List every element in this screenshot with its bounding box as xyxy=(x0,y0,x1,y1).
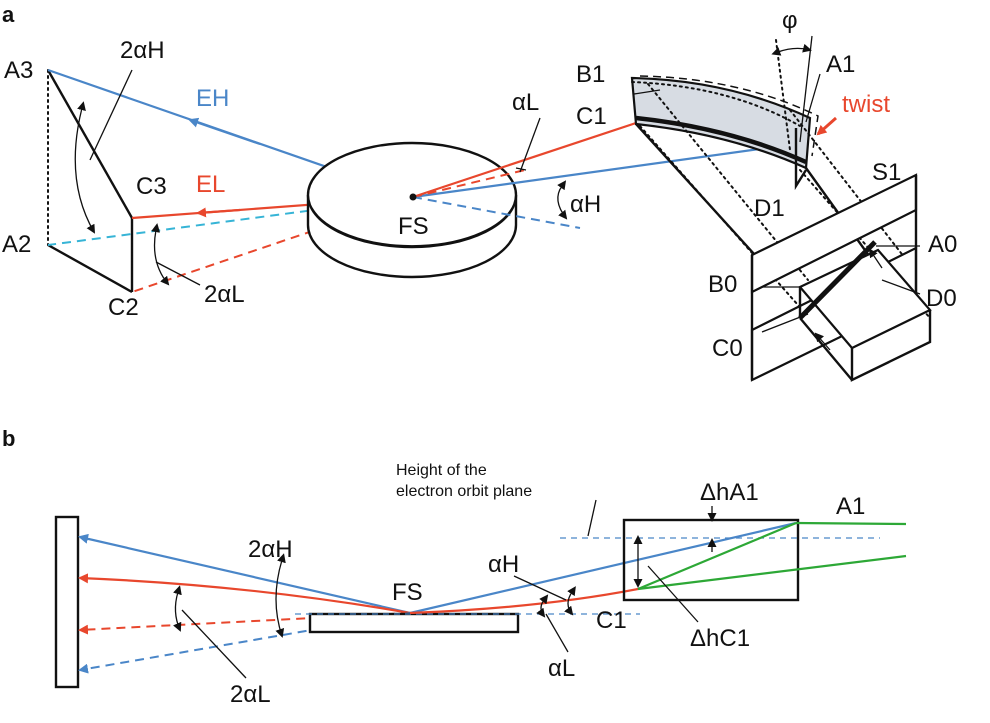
orbit-green-1 xyxy=(637,521,797,591)
beam-b-high xyxy=(78,533,411,615)
label-b-dh-c1: ΔhC1 xyxy=(690,625,750,652)
beam-el-arrow xyxy=(196,207,241,218)
label-b-c1: C1 xyxy=(596,607,627,634)
label-s1: S1 xyxy=(872,159,901,186)
label-b-fs: FS xyxy=(392,579,423,606)
panel-a: a xyxy=(2,2,957,382)
label-c0: C0 xyxy=(712,335,743,362)
orbit-green-2 xyxy=(637,554,907,591)
mirror-b xyxy=(308,612,520,634)
lens-disc xyxy=(306,141,518,279)
label-c2: C2 xyxy=(108,294,139,321)
label-d1: D1 xyxy=(754,195,785,222)
screen-b xyxy=(54,515,80,689)
beam-b-high-dashed xyxy=(78,612,411,674)
label-b-a1: A1 xyxy=(836,493,865,520)
label-2alpha-h: 2αH xyxy=(120,37,165,64)
beam-eh-arrow xyxy=(188,117,261,146)
beam-b-in-low xyxy=(409,587,639,615)
mirror-assembly xyxy=(630,35,932,382)
note-line2: electron orbit plane xyxy=(396,483,532,500)
label-a2: A2 xyxy=(2,231,31,258)
label-d0: D0 xyxy=(926,285,957,312)
label-alpha-h: αH xyxy=(570,191,601,218)
label-el: EL xyxy=(196,171,225,198)
beam-b-low xyxy=(78,573,411,615)
beam-b-in-high xyxy=(409,521,797,615)
panel-b-label: b xyxy=(2,426,15,451)
label-b1: B1 xyxy=(576,61,605,88)
arc-2alpha-l xyxy=(151,223,170,286)
beam-eh-in xyxy=(412,141,804,199)
label-b-alpha-l: αL xyxy=(548,655,575,682)
twist-arrow xyxy=(816,116,837,136)
screen-a xyxy=(46,69,134,294)
panel-a-label: a xyxy=(2,2,15,27)
label-b-dh-a1: ΔhA1 xyxy=(700,479,759,506)
label-c1: C1 xyxy=(576,103,607,130)
arc-2alpha-h xyxy=(74,101,95,234)
label-a0: A0 xyxy=(928,231,957,258)
beam-b-low-dashed xyxy=(78,612,411,635)
panel-b: b Height of the ele xyxy=(2,426,907,708)
label-eh: EH xyxy=(196,85,229,112)
beam-eh-in-dashed xyxy=(412,196,581,229)
label-b-2alpha-l: 2αL xyxy=(230,681,271,708)
label-phi: φ xyxy=(782,7,798,34)
note-line1: Height of the xyxy=(396,462,487,479)
label-b0: B0 xyxy=(708,271,737,298)
focal-point xyxy=(409,193,417,201)
label-a3: A3 xyxy=(4,57,33,84)
label-twist: twist xyxy=(842,91,890,118)
label-alpha-l: αL xyxy=(512,89,539,116)
orbit-green-3 xyxy=(795,521,907,526)
label-fs: FS xyxy=(398,213,429,240)
label-2alpha-l: 2αL xyxy=(204,281,245,308)
arc-alpha-h xyxy=(557,180,568,220)
label-a1: A1 xyxy=(826,51,855,78)
crystal-line xyxy=(798,240,877,320)
label-b-2alpha-h: 2αH xyxy=(248,536,293,563)
label-c3: C3 xyxy=(136,173,167,200)
beam-el-in xyxy=(412,118,646,199)
label-b-alpha-h: αH xyxy=(488,551,519,578)
beam-el-in-dashed xyxy=(412,169,526,198)
